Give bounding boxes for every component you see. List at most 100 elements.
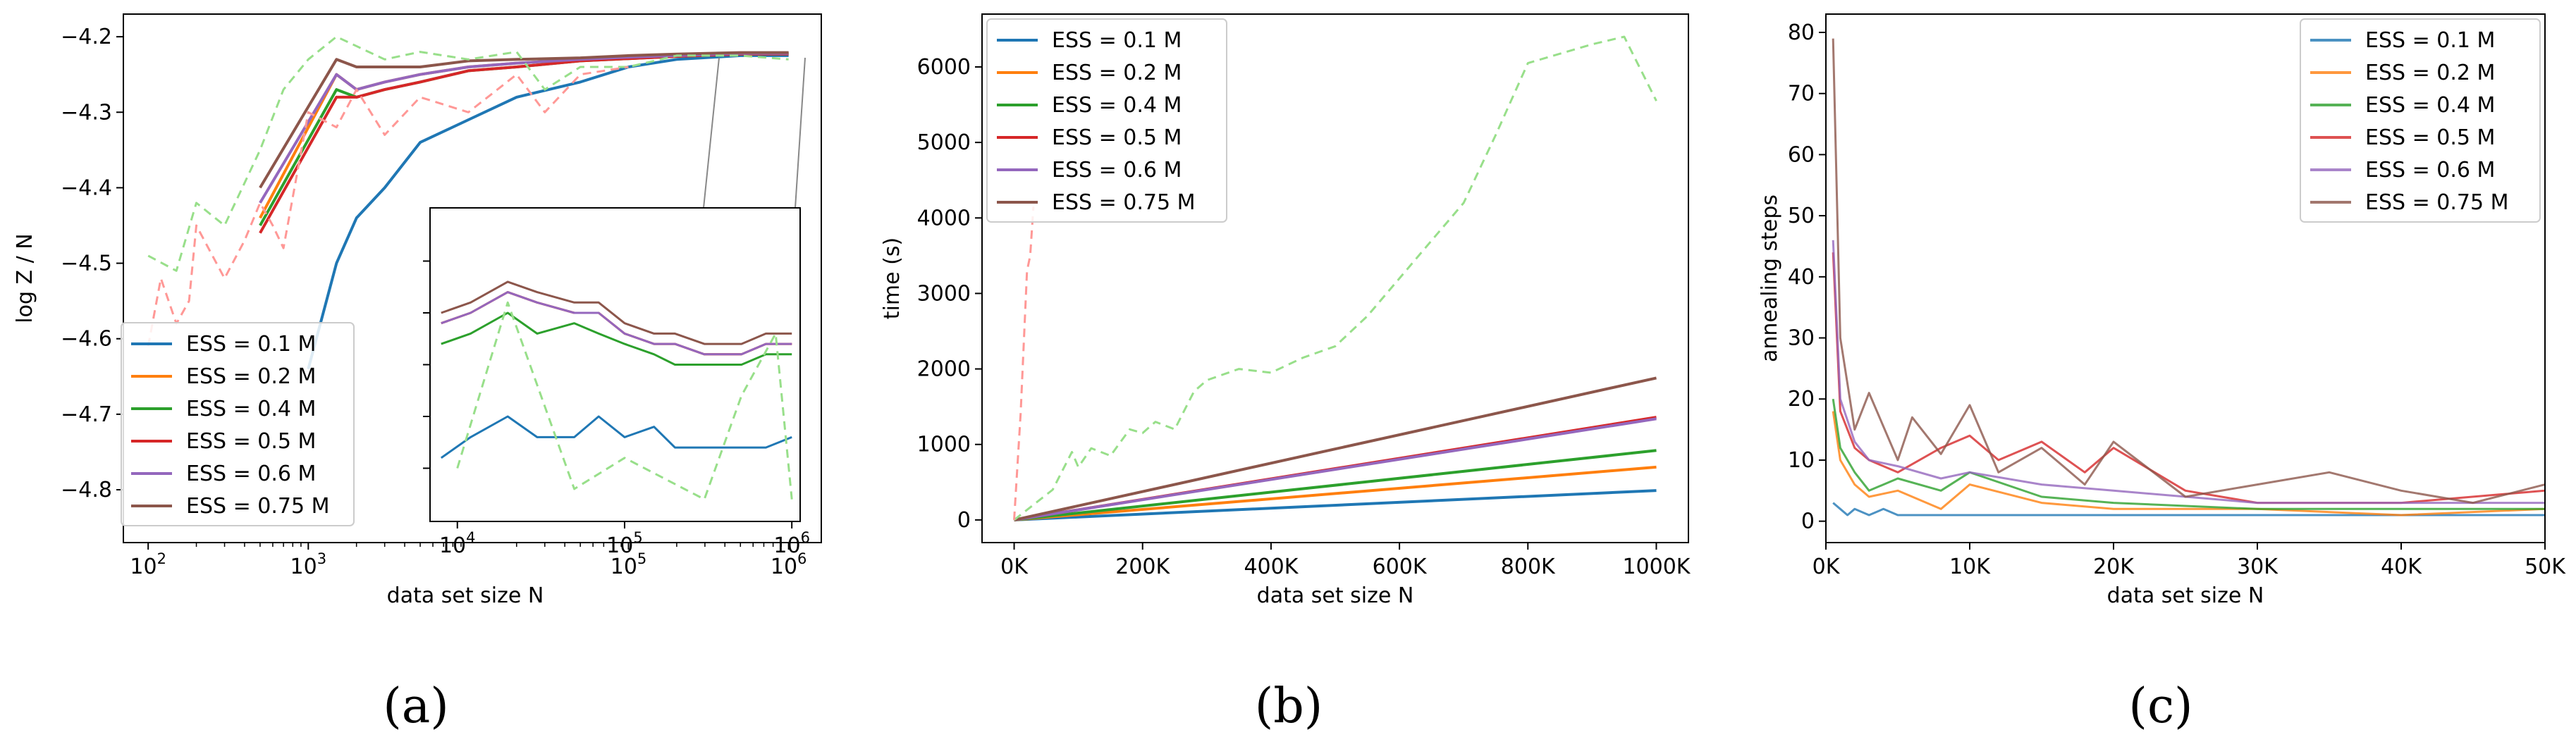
- panel-b-series-4: [1014, 417, 1657, 521]
- panel-a-xticks: 102 103 105 106: [130, 543, 806, 579]
- panel-c-xlabel: data set size N: [2107, 583, 2264, 608]
- panel-a-ylabel: log Z / N: [13, 233, 37, 323]
- panel-b-series-6: [1013, 35, 1657, 521]
- panel-c-legend: ESS = 0.1 M ESS = 0.2 M ESS = 0.4 M ESS = 0…: [2300, 18, 2541, 223]
- panel-c-ytick-label-0: 0: [1801, 509, 1815, 534]
- panel-a-ytick-label-3: −4.5: [61, 252, 112, 276]
- panel-a-series-0: [307, 54, 789, 370]
- panel-c-ytick-label-8: 80: [1788, 20, 1815, 45]
- panel-b-ytick-label-0: 0: [957, 508, 971, 533]
- panel-a-series-2: [259, 52, 789, 226]
- panel-c-frame: [1825, 13, 2546, 543]
- panel-b-xtick-label-5: 1000K: [1622, 555, 1691, 579]
- caption-b: (b): [1255, 679, 1323, 734]
- panel-c-xtick-label-0: 0K: [1813, 555, 1841, 579]
- panel-b-ylabel: time (s): [880, 237, 904, 319]
- panel-b-legend-box: [986, 18, 1227, 223]
- panel-a-series: [147, 35, 789, 370]
- panel-b-ytick-label-3: 3000: [917, 281, 971, 306]
- panel-a-series-4: [259, 51, 789, 204]
- panel-a-xtick-label-0: 102: [130, 550, 166, 579]
- panel-c-ylabel: annealing steps: [1758, 194, 1782, 362]
- panel-b-ytick-label-4: 4000: [917, 206, 971, 230]
- panel-a-ytick-label-5: −4.7: [61, 402, 112, 427]
- panel-a-ytick-label-6: −4.8: [61, 478, 112, 502]
- panel-c-ytick-label-2: 20: [1788, 387, 1815, 412]
- panel-a-ytick-label-0: −4.2: [61, 25, 112, 49]
- panel-a-series-5: [259, 51, 789, 189]
- panel-b-series-5: [1014, 376, 1657, 521]
- panel-c-series-5: [1832, 38, 2546, 505]
- panel-c-ytick-label-6: 60: [1788, 142, 1815, 167]
- panel-c-ytick-label-3: 30: [1788, 326, 1815, 351]
- panel-c: 0 10 20 30 40 50 60 70 80 0K 10K 20K 30K 40K 50K data…: [1758, 13, 2566, 608]
- panel-b-legend-label-3: ESS = 0.5 M: [1052, 125, 1182, 150]
- panel-a-ytick-label-1: −4.3: [61, 100, 112, 125]
- panel-a-frame: [123, 13, 822, 543]
- panel-c-legend-label-1: ESS = 0.2 M: [2365, 61, 2495, 85]
- panel-a-series-7: [147, 66, 629, 347]
- inset-series-4: [441, 291, 792, 356]
- panel-b-legend-label-5: ESS = 0.75 M: [1052, 190, 1195, 215]
- panel-b-legend-label-2: ESS = 0.4 M: [1052, 93, 1182, 118]
- panel-c-series: [1832, 38, 2546, 517]
- panel-c-ytick-label-5: 50: [1788, 204, 1815, 228]
- panel-c-ytick-label-7: 70: [1788, 82, 1815, 106]
- panel-b-legend-label-1: ESS = 0.2 M: [1052, 61, 1182, 85]
- panel-b-series-0: [1014, 489, 1657, 521]
- panel-c-ytick-label-1: 10: [1788, 448, 1815, 473]
- inset-series-5: [441, 280, 792, 345]
- panel-c-xtick-label-3: 30K: [2237, 555, 2278, 579]
- panel-c-legend-label-4: ESS = 0.6 M: [2365, 158, 2495, 183]
- panel-a-series-3: [259, 52, 789, 234]
- panel-c-xtick-label-1: 10K: [1949, 555, 1991, 579]
- panel-c-series-4: [1832, 240, 2545, 505]
- panel-b-series-1: [1014, 465, 1657, 521]
- inset-series-0: [440, 415, 792, 459]
- panel-b-ytick-label-5: 5000: [917, 130, 971, 155]
- panel-b-series-2: [1014, 449, 1657, 521]
- caption-a: (a): [383, 679, 449, 734]
- panel-a: −4.2−4.3−4.4−4.5−4.6−4.7−4.8 102 103 105 10…: [13, 13, 822, 608]
- panel-c-xtick-label-5: 50K: [2525, 555, 2566, 579]
- panel-c-series-2: [1832, 398, 2545, 510]
- panel-c-legend-label-3: ESS = 0.5 M: [2365, 125, 2495, 150]
- panel-a-series-6: [147, 35, 789, 272]
- panel-b-xtick-label-1: 200K: [1115, 555, 1170, 579]
- panel-a-legend-label-1: ESS = 0.2 M: [186, 364, 316, 389]
- panel-a-xtick-label-1: 103: [290, 550, 327, 579]
- panel-a-xlabel: data set size N: [387, 583, 544, 608]
- inset-xtick-label-0: 104: [439, 529, 476, 558]
- inset-series: [440, 280, 793, 501]
- panel-a-inset: 104 105 106: [423, 207, 810, 558]
- panel-b-xtick-label-3: 600K: [1373, 555, 1428, 579]
- panel-b-legend-label-4: ESS = 0.6 M: [1052, 158, 1182, 183]
- panel-c-series-0: [1832, 502, 2545, 517]
- inset-connector-right: [795, 57, 806, 209]
- panel-b-frame: [981, 13, 1689, 543]
- panel-b-ytick-label-1: 1000: [917, 433, 971, 457]
- panel-b-series-7: [1013, 206, 1035, 520]
- panel-c-ytick-label-4: 40: [1788, 265, 1815, 290]
- panel-c-series-3: [1832, 252, 2546, 505]
- panel-b-ytick-label-6: 6000: [917, 55, 971, 80]
- panel-a-yticks: −4.2 −4.3 −4.4 −4.5 −4.6 −4.7 −4.8: [61, 25, 123, 502]
- inset-series-2: [441, 311, 792, 366]
- inset-frame: [429, 207, 801, 522]
- panel-c-xtick-label-2: 20K: [2093, 555, 2135, 579]
- panel-a-legend-label-4: ESS = 0.6 M: [186, 462, 316, 486]
- panel-b-xticks: 0K 200K 400K 600K 800K 1000K: [1000, 543, 1691, 579]
- panel-a-legend-box: [121, 322, 355, 526]
- panel-b-ytick-label-2: 2000: [917, 357, 971, 382]
- panel-a-ytick-label-2: −4.4: [61, 175, 112, 200]
- panel-b-xlabel: data set size N: [1257, 583, 1414, 608]
- panel-a-legend: ESS = 0.1 M ESS = 0.2 M ESS = 0.4 M ESS = 0…: [121, 322, 355, 526]
- panel-a-legend-label-2: ESS = 0.4 M: [186, 397, 316, 421]
- panel-c-legend-label-2: ESS = 0.4 M: [2365, 93, 2495, 118]
- panel-b: 0 1000 2000 3000 4000 5000 6000 0K 200K 400K 600K…: [880, 13, 1691, 608]
- panel-a-legend-label-0: ESS = 0.1 M: [186, 332, 316, 357]
- panel-b-legend: ESS = 0.1 M ESS = 0.2 M ESS = 0.4 M ESS = 0…: [986, 18, 1227, 223]
- panel-b-xtick-label-2: 400K: [1244, 555, 1299, 579]
- panel-a-legend-label-5: ESS = 0.75 M: [186, 494, 329, 519]
